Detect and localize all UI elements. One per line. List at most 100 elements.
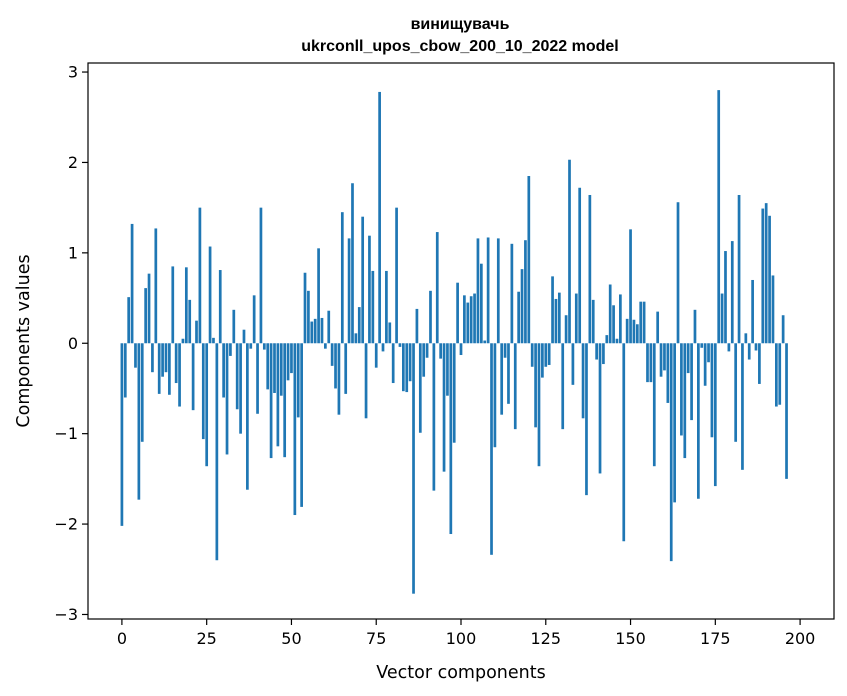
bar (232, 309, 236, 344)
y-tick-label: 3 (68, 63, 78, 82)
bar (781, 315, 785, 344)
y-tick-label: 0 (68, 334, 78, 353)
bar (551, 276, 554, 344)
bar (557, 292, 561, 344)
bar (602, 343, 605, 365)
bar (473, 293, 476, 344)
bar (442, 343, 446, 472)
bar (368, 235, 371, 344)
bar (337, 343, 341, 415)
bar (357, 307, 361, 344)
bar (503, 343, 507, 358)
bar (747, 343, 751, 360)
bar (252, 295, 256, 344)
bar (510, 243, 514, 344)
bar (534, 343, 537, 428)
bar (201, 343, 205, 440)
bar (469, 296, 473, 344)
bar (269, 343, 273, 459)
x-axis-label: Vector components (376, 663, 545, 683)
bar (402, 343, 405, 392)
bar (378, 91, 381, 344)
bar (371, 270, 375, 344)
bar (456, 282, 459, 344)
bar (120, 343, 124, 526)
bar (405, 343, 409, 393)
plot-frame (87, 62, 835, 620)
bar (174, 343, 178, 384)
x-tick-label: 25 (197, 629, 217, 648)
bar (242, 329, 246, 344)
bar (588, 194, 592, 344)
bar (768, 215, 771, 344)
bar (554, 298, 558, 344)
bar (259, 207, 263, 344)
bar (235, 343, 239, 410)
y-axis-label: Components values (14, 254, 34, 427)
bar (737, 194, 741, 344)
bar (463, 295, 466, 344)
bar (659, 343, 663, 377)
bar (354, 333, 358, 344)
bar (646, 343, 649, 383)
bar (290, 343, 293, 374)
bar (771, 275, 775, 344)
bars-group (120, 90, 788, 594)
bar (222, 343, 225, 398)
bar (507, 343, 510, 404)
bar (432, 343, 436, 491)
bar (452, 343, 456, 443)
bar (483, 340, 487, 344)
bar (320, 317, 324, 344)
bar (395, 207, 398, 344)
bar (493, 343, 497, 448)
bar (713, 343, 717, 487)
bar (669, 343, 673, 562)
bar (144, 288, 147, 344)
bar (140, 343, 144, 442)
bar (123, 343, 127, 398)
bar (215, 343, 219, 561)
bar (466, 302, 470, 344)
bar (364, 343, 368, 419)
bar (717, 90, 721, 344)
bar (415, 308, 419, 344)
bar (273, 343, 276, 393)
bar (324, 343, 327, 349)
bar (425, 343, 429, 358)
bar (303, 272, 307, 344)
bar (225, 343, 229, 455)
x-tick-label: 0 (117, 629, 127, 648)
bar (388, 322, 392, 344)
bar (571, 343, 575, 385)
bar (164, 343, 168, 373)
bar (178, 343, 181, 407)
bar (293, 343, 297, 516)
bar (632, 319, 636, 344)
bar (612, 305, 615, 344)
bar (344, 343, 348, 394)
bar (313, 318, 317, 344)
bar (690, 343, 693, 421)
bar (625, 318, 629, 344)
bar (513, 343, 517, 430)
bar (181, 338, 185, 344)
bar (595, 343, 598, 360)
bar (676, 202, 680, 344)
bar (249, 343, 253, 349)
bar (347, 238, 351, 344)
bar (208, 246, 212, 344)
bar (635, 324, 639, 344)
bar (775, 343, 778, 407)
bar (191, 343, 195, 411)
bar (666, 343, 670, 403)
bar (741, 343, 744, 470)
bar (381, 343, 385, 352)
bar (764, 203, 768, 344)
bar (496, 238, 500, 344)
bar (642, 301, 646, 344)
bar (279, 343, 283, 396)
x-tick-label: 100 (446, 629, 477, 648)
bar (720, 293, 724, 344)
bar (520, 269, 524, 344)
